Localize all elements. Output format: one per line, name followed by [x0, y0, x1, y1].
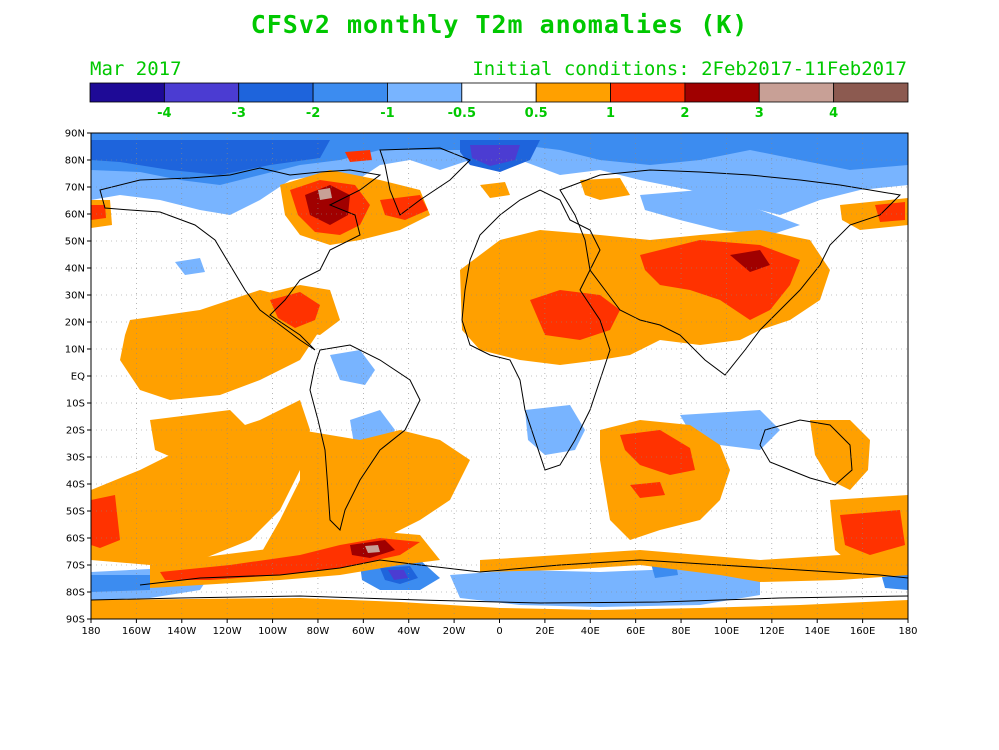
colorbar-swatch — [387, 82, 463, 103]
valid-month-label: Mar 2017 — [90, 58, 182, 80]
lat-tick-label: 70S — [66, 561, 85, 572]
colorbar-swatch — [610, 82, 686, 103]
colorbar-swatch — [833, 82, 909, 103]
latitude-axis: 90N 80N 70N 60N 50N 40N 30N 20N 10N EQ 10S 20S 30S 40… — [65, 129, 91, 626]
cold-anomaly-regions — [91, 133, 908, 607]
lon-tick-label: 20E — [535, 626, 554, 637]
colorbar-swatch — [238, 82, 314, 103]
colorbar-swatch — [684, 82, 760, 103]
lat-tick-label: 30N — [65, 291, 85, 302]
lon-tick-label: 40E — [581, 626, 600, 637]
lon-tick-label: 160E — [850, 626, 875, 637]
lat-tick-label: 60N — [65, 210, 85, 221]
lon-tick-label: 160W — [122, 626, 151, 637]
colorbar — [89, 82, 909, 103]
colorbar-swatch — [758, 82, 835, 103]
lat-tick-label: 30S — [66, 453, 85, 464]
lon-tick-label: 120W — [213, 626, 242, 637]
lat-tick-label: 40N — [65, 264, 85, 275]
coastlines — [91, 147, 908, 604]
colorbar-label: -0.5 — [448, 106, 476, 121]
colorbar-swatch — [312, 82, 388, 103]
colorbar-swatch — [163, 82, 240, 103]
colorbar-label: 2 — [680, 106, 689, 121]
lon-tick-label: 100E — [714, 626, 739, 637]
lat-tick-label: 10S — [66, 399, 85, 410]
colorbar-label: 0.5 — [525, 106, 548, 121]
lon-tick-label: 80E — [672, 626, 691, 637]
lat-tick-label: 80S — [66, 588, 85, 599]
colorbar-label: -4 — [157, 106, 171, 121]
lat-tick-label: 20N — [65, 318, 85, 329]
lon-tick-label: 0 — [496, 626, 502, 637]
lat-tick-label: 50S — [66, 507, 85, 518]
lat-tick-label: 90N — [65, 129, 85, 140]
colorbar-label: 3 — [755, 106, 764, 121]
lon-tick-label: 80W — [307, 626, 330, 637]
lon-tick-label: 180 — [898, 626, 917, 637]
lat-tick-label: 80N — [65, 156, 85, 167]
lon-tick-label: 140W — [167, 626, 196, 637]
colorbar-labels: -4 -3 -2 -1 -0.5 0.5 1 2 3 4 — [157, 106, 838, 121]
colorbar-swatch — [535, 82, 611, 103]
lat-tick-label: 20S — [66, 426, 85, 437]
lat-tick-label: 40S — [66, 480, 85, 491]
colorbar-swatch — [89, 82, 165, 103]
lat-tick-label: EQ — [71, 372, 85, 383]
chart-title: CFSv2 monthly T2m anomalies (K) — [250, 10, 749, 39]
lon-tick-label: 180 — [81, 626, 100, 637]
initial-conditions-label: Initial conditions: 2Feb2017-11Feb2017 — [472, 58, 907, 80]
lat-tick-label: 50N — [65, 237, 85, 248]
anomaly-map — [91, 133, 908, 619]
lon-tick-label: 40W — [397, 626, 420, 637]
lon-tick-label: 140E — [805, 626, 830, 637]
lat-tick-label: 60S — [66, 534, 85, 545]
lat-tick-label: 90S — [66, 615, 85, 626]
colorbar-label: -2 — [306, 106, 320, 121]
lon-tick-label: 20W — [443, 626, 466, 637]
lat-tick-label: 10N — [65, 345, 85, 356]
lon-tick-label: 120E — [759, 626, 784, 637]
colorbar-label: -3 — [232, 106, 246, 121]
colorbar-swatch — [461, 82, 537, 103]
colorbar-label: -1 — [380, 106, 394, 121]
very-strong-warm-regions — [305, 185, 770, 558]
map-gridlines — [91, 133, 908, 619]
lon-tick-label: 60E — [626, 626, 645, 637]
lat-tick-label: 70N — [65, 183, 85, 194]
colorbar-label: 1 — [606, 106, 615, 121]
lon-tick-label: 100W — [258, 626, 287, 637]
lon-tick-label: 60W — [352, 626, 375, 637]
longitude-axis: 180 160W 140W 120W 100W 80W 60W 40W 20W 0 20E 40E 60… — [81, 619, 918, 637]
colorbar-label: 4 — [829, 106, 838, 121]
